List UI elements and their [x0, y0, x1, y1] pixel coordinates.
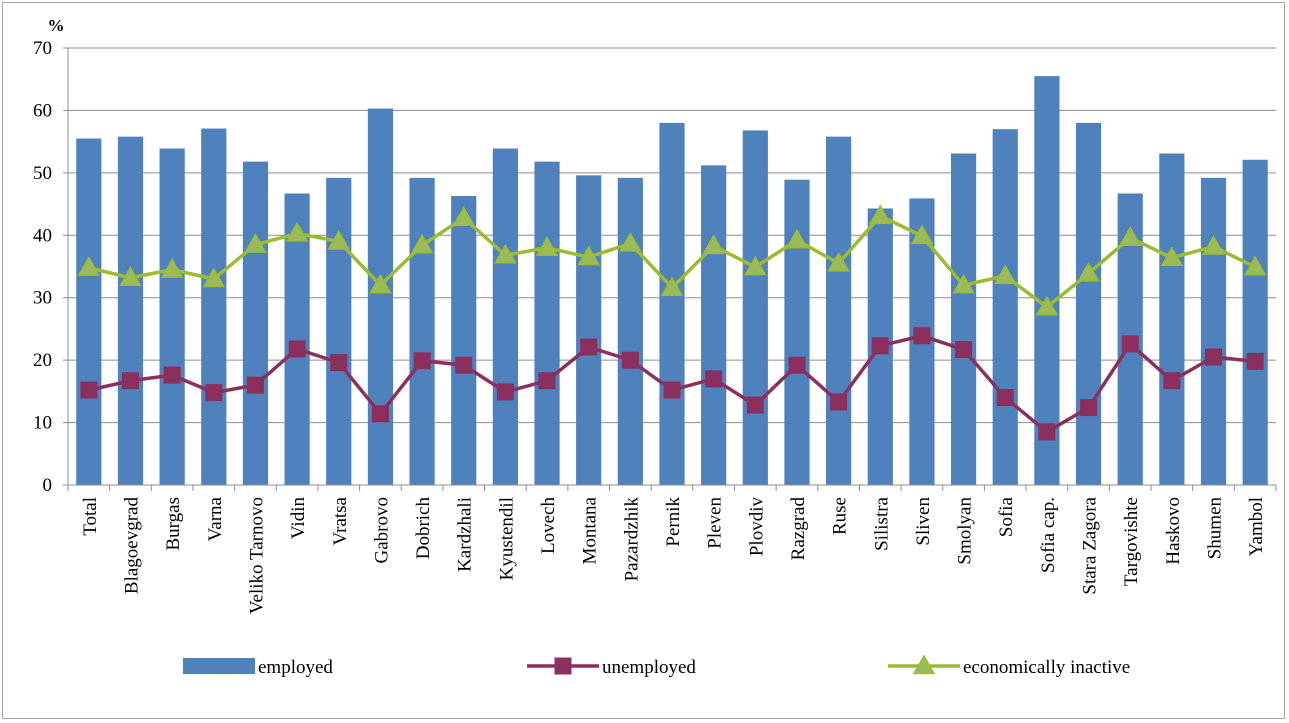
bar-employed — [493, 149, 518, 485]
y-tick-label: 30 — [33, 288, 52, 309]
x-tick-label: Yambol — [1246, 497, 1267, 556]
x-tick-label: Stara Zagora — [1080, 496, 1101, 594]
x-tick-label: Lovech — [538, 497, 559, 554]
legend-label: economically inactive — [963, 657, 1130, 678]
y-tick-label: 0 — [43, 475, 53, 496]
point-unemployed — [331, 355, 347, 371]
x-tick-label: Pleven — [705, 497, 726, 549]
legend-swatch-employed — [183, 658, 255, 674]
point-unemployed — [747, 397, 763, 413]
x-tick-label: Razgrad — [788, 497, 809, 561]
y-tick-label: 70 — [33, 38, 52, 59]
bar-employed — [201, 129, 226, 485]
bar-employed — [1201, 178, 1226, 485]
bar-employed — [784, 180, 809, 485]
bar-employed — [160, 149, 185, 485]
x-tick-label: Montana — [580, 496, 601, 564]
point-unemployed — [1206, 349, 1222, 365]
legend: employed unemployed economically inactive — [183, 656, 1130, 678]
point-unemployed — [122, 373, 138, 389]
x-tick-label: Varna — [205, 496, 226, 541]
x-tick-label: Kardzhali — [455, 497, 476, 572]
x-tick-label: Sliven — [913, 497, 934, 546]
bar-employed — [1159, 154, 1184, 485]
point-unemployed — [789, 357, 805, 373]
bar-employed — [1243, 160, 1268, 485]
point-unemployed — [872, 338, 888, 354]
y-tick-label: 20 — [33, 350, 52, 371]
point-unemployed — [664, 382, 680, 398]
x-tick-label: Vidin — [288, 497, 309, 540]
x-tick-label: Vratsa — [330, 496, 351, 545]
bar-employed — [326, 178, 351, 485]
x-tick-label: Plovdiv — [746, 497, 767, 557]
bar-employed — [951, 154, 976, 485]
point-unemployed — [1247, 353, 1263, 369]
x-tick-label: Veliko Tarnovo — [246, 497, 267, 614]
y-tick-label: 60 — [33, 100, 52, 121]
y-tick-label: 10 — [33, 413, 52, 434]
legend-marker-unemployed — [555, 658, 571, 674]
bar-employed — [243, 162, 268, 485]
x-tick-label: Gabrovo — [371, 497, 392, 563]
x-tick-label: Targovishte — [1121, 497, 1142, 586]
bar-employed — [659, 123, 684, 485]
point-unemployed — [164, 367, 180, 383]
x-tick-label: Blagoevgrad — [121, 497, 142, 595]
point-unemployed — [81, 382, 97, 398]
legend-label: unemployed — [602, 657, 696, 678]
x-tick-label: Pazardzhik — [621, 497, 642, 582]
bar-employed — [118, 137, 143, 485]
bar-employed — [993, 129, 1018, 485]
bar-employed — [826, 137, 851, 485]
y-axis-unit-label: % — [48, 16, 65, 35]
point-unemployed — [831, 394, 847, 410]
x-tick-label: Burgas — [163, 497, 184, 550]
point-unemployed — [1164, 373, 1180, 389]
x-tick-label: Haskovo — [1163, 497, 1184, 565]
point-unemployed — [956, 342, 972, 358]
x-tick-label: Smolyan — [955, 497, 976, 565]
point-unemployed — [581, 339, 597, 355]
point-unemployed — [1122, 336, 1138, 352]
bar-employed — [701, 165, 726, 485]
bar-employed — [451, 196, 476, 485]
point-unemployed — [414, 353, 430, 369]
bar-employed — [743, 130, 768, 485]
x-tick-label: Kyustendil — [496, 497, 517, 580]
bar-employed — [534, 162, 559, 485]
bar-employed — [618, 178, 643, 485]
point-unemployed — [456, 357, 472, 373]
point-unemployed — [539, 373, 555, 389]
x-tick-label: Pernik — [663, 497, 684, 547]
x-tick-label: Silistra — [871, 496, 892, 550]
legend-label: employed — [258, 657, 333, 678]
y-tick-label: 50 — [33, 163, 52, 184]
bar-employed — [576, 175, 601, 485]
point-unemployed — [247, 377, 263, 393]
point-unemployed — [1081, 400, 1097, 416]
point-unemployed — [1039, 424, 1055, 440]
bar-employed — [1076, 123, 1101, 485]
y-tick-label: 40 — [33, 225, 52, 246]
x-tick-label: Ruse — [830, 497, 851, 535]
x-tick-label: Shumen — [1205, 497, 1226, 560]
x-tick-label: Sofia cap. — [1038, 497, 1059, 573]
x-tick-label: Dobrich — [413, 497, 434, 560]
bar-employed — [368, 109, 393, 485]
bar-employed — [76, 139, 101, 485]
point-unemployed — [206, 385, 222, 401]
point-unemployed — [622, 352, 638, 368]
bar-employed — [409, 178, 434, 485]
x-tick-label: Sofia — [996, 496, 1017, 537]
point-unemployed — [706, 371, 722, 387]
x-tick-label: Total — [80, 497, 101, 536]
point-unemployed — [372, 406, 388, 422]
point-unemployed — [997, 390, 1013, 406]
point-unemployed — [289, 341, 305, 357]
point-unemployed — [914, 328, 930, 344]
point-unemployed — [497, 384, 513, 400]
